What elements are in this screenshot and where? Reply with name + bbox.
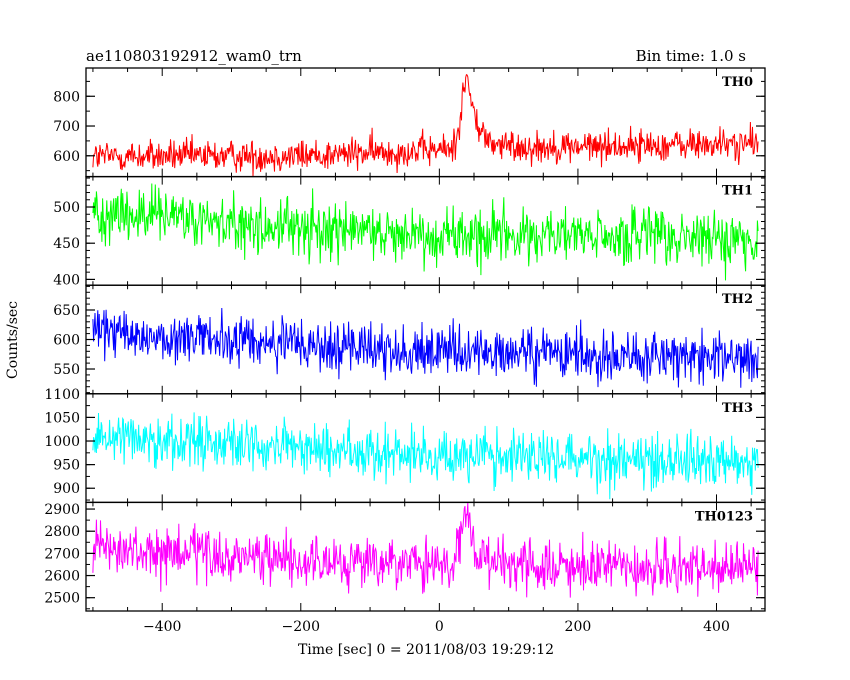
y-tick-label-th0123: 2700 [44,546,80,562]
y-tick-label-th0123: 2600 [44,569,80,585]
y-tick-label-th2: 650 [53,303,80,319]
series-th0123 [92,502,759,598]
y-tick-label-th1: 450 [53,236,80,252]
y-tick-label-th0123: 2800 [44,524,80,540]
series-th2 [92,307,759,388]
panel-label-th0123: TH0123 [695,509,753,524]
file-title: ae110803192912_wam0_trn [86,47,302,65]
panel-frame-th0123 [85,501,766,612]
x-tick-label: −200 [282,619,320,635]
series-th1 [92,183,759,281]
x-tick-label: 200 [565,619,592,635]
panel-label-th3: TH3 [722,401,753,416]
panels-group: TH0 600 700 800 TH1 400 450 500 TH2 550 600 650 TH3 9… [44,67,766,635]
x-tick-label: 0 [435,619,444,635]
y-tick-label-th3: 1100 [44,387,80,403]
y-tick-label-th0123: 2500 [44,591,80,607]
y-axis-label: Counts/sec [5,301,21,379]
y-tick-label-th3: 900 [53,481,80,497]
y-tick-label-th1: 500 [53,200,80,216]
y-tick-label-th1: 400 [53,272,80,288]
y-tick-label-th2: 550 [53,362,80,378]
series-th0 [92,74,759,177]
y-tick-label-th0: 600 [53,149,80,165]
panel-label-th2: TH2 [722,292,753,307]
panel-label-th1: TH1 [722,184,753,199]
x-tick-label: 400 [703,619,730,635]
y-tick-label-th0: 700 [53,119,80,135]
y-tick-label-th3: 1050 [44,410,80,426]
y-tick-label-th0123: 2900 [44,502,80,518]
y-tick-label-th3: 1000 [44,434,80,450]
x-tick-label: −400 [143,619,181,635]
y-tick-label-th2: 600 [53,333,80,349]
y-tick-label-th0: 800 [53,89,80,105]
x-axis-label: Time [sec] 0 = 2011/08/03 19:29:12 [298,642,554,658]
panel-frame-th0 [85,67,766,178]
bin-time-label: Bin time: 1.0 s [636,47,746,65]
y-tick-label-th3: 950 [53,458,80,474]
panel-frame-th1 [85,175,766,286]
panel-label-th0: TH0 [722,75,753,90]
series-th3 [92,412,759,500]
